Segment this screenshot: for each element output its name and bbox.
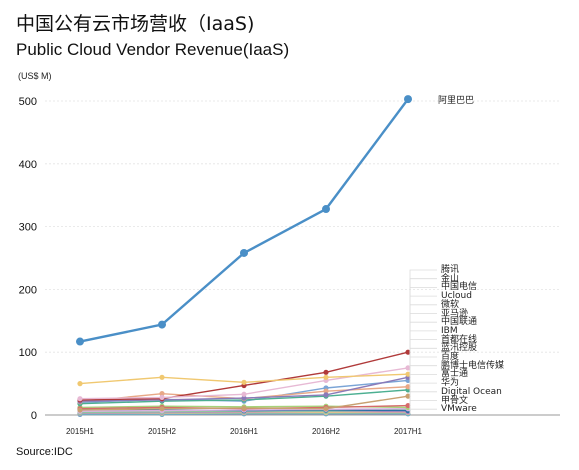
y-tick-label: 400 [19, 159, 37, 171]
data-point [159, 394, 165, 401]
x-tick-label: 2016H1 [230, 427, 259, 436]
series-line [79, 98, 409, 343]
data-point [241, 405, 247, 411]
x-tick-label: 2015H2 [148, 427, 177, 436]
legend-leader-line [409, 365, 437, 411]
data-point [241, 395, 247, 401]
y-axis-unit: (US$ M) [18, 71, 52, 81]
legend-item: 鹏博士电信传媒 [441, 360, 505, 371]
data-point [405, 349, 411, 355]
y-tick-label: 300 [19, 222, 37, 234]
data-point [159, 374, 165, 380]
legend-item: 腾讯 [441, 265, 460, 275]
data-point [323, 392, 329, 398]
x-tick-label: 2016H2 [312, 427, 341, 436]
data-point [159, 406, 165, 412]
chart-title: 中国公有云市场营收（IaaS) [16, 13, 255, 35]
x-tick-label: 2015H1 [66, 427, 95, 436]
data-point [76, 337, 84, 346]
legend-leader-line [409, 339, 437, 406]
data-point [405, 402, 411, 409]
data-point [404, 95, 412, 104]
legend-item: IBM [441, 325, 458, 336]
legend-item: 蓝汛控股 [441, 343, 478, 354]
data-point [241, 379, 247, 385]
x-tick-label: 2017H1 [394, 427, 423, 436]
data-point [323, 406, 329, 412]
legend-leader-line [409, 295, 437, 378]
data-point [405, 371, 411, 377]
data-point [77, 381, 83, 387]
legend-leader-line [409, 400, 437, 414]
legend-item: Digital Ocean [441, 386, 502, 397]
legend-item: 百度 [441, 352, 460, 362]
y-tick-label: 200 [19, 284, 37, 296]
legend-item: 甲骨文 [441, 395, 469, 406]
legend-item: 富士通 [441, 369, 469, 380]
legend-item: 中国电信 [441, 282, 478, 293]
legend-item: Ucloud [441, 291, 472, 302]
legend-item: 华为 [441, 378, 460, 389]
legend-item: 微软 [441, 299, 460, 310]
data-point [158, 320, 166, 329]
data-point [323, 374, 329, 380]
legend-leader-line [409, 286, 437, 353]
data-point [323, 369, 329, 375]
series-label-alibaba: 阿里巴巴 [438, 95, 474, 105]
chart-subtitle: Public Cloud Vendor Revenue(IaaS) [16, 40, 290, 59]
data-point [405, 384, 411, 390]
data-point [322, 205, 330, 214]
data-point [77, 396, 83, 402]
data-point [159, 391, 165, 397]
legend-item: 中国联通 [441, 317, 478, 328]
data-point [405, 393, 411, 399]
legend-leader-line [409, 408, 437, 414]
y-tick-label: 0 [31, 410, 37, 422]
legend-leader-line [409, 330, 437, 397]
data-point [77, 407, 83, 413]
y-tick-label: 100 [19, 347, 37, 359]
data-point [240, 248, 248, 257]
data-point [241, 391, 247, 397]
source-note: Source:IDC [16, 446, 73, 458]
legend-leader-line [409, 313, 437, 390]
data-point [323, 388, 329, 394]
legend-leader-line [409, 382, 437, 412]
data-point [405, 365, 411, 371]
legend-item: 亚马逊 [441, 308, 469, 319]
legend-leader-line [409, 278, 437, 368]
legend-item: VMware [441, 404, 477, 415]
legend-item: 首都在线 [441, 334, 478, 345]
legend-item: 金山 [441, 273, 460, 284]
y-tick-label: 500 [19, 96, 37, 108]
